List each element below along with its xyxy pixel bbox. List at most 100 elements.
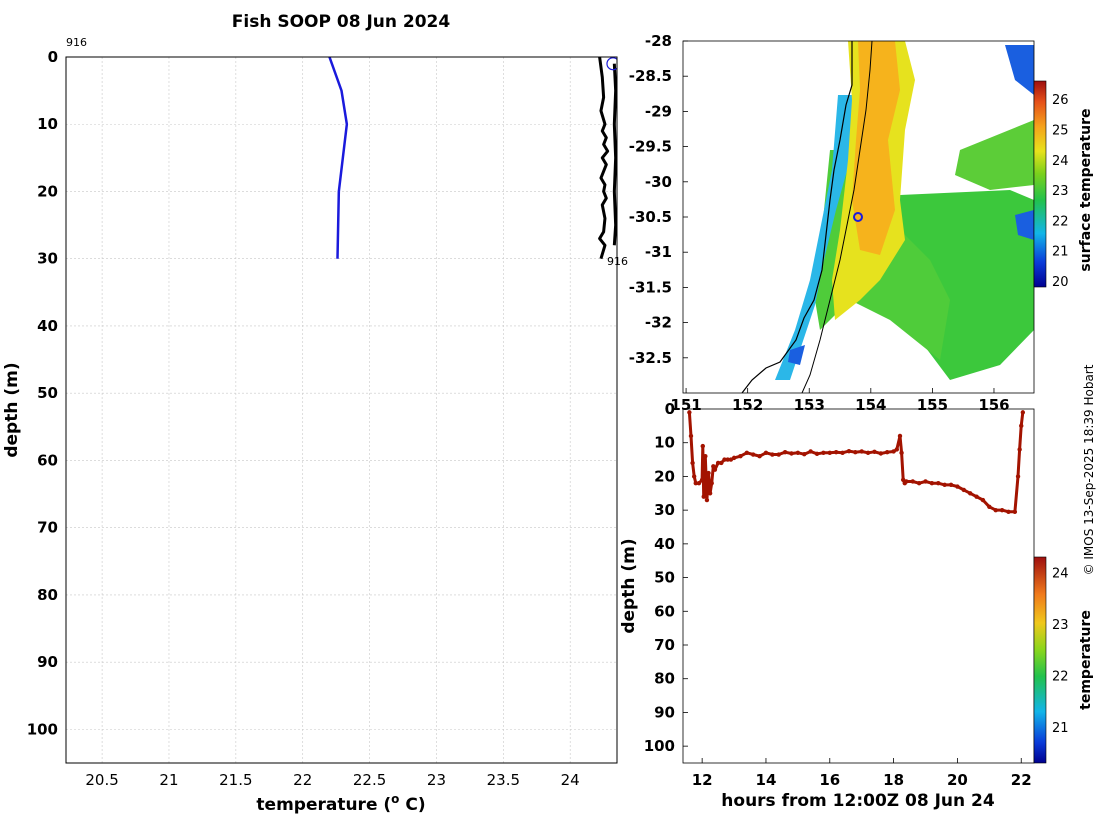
credit-text: © IMOS 13-Sep-2025 18:39 Hobart <box>1082 364 1096 575</box>
depth-sample-point <box>715 460 721 466</box>
depth-sample-point <box>1012 509 1018 515</box>
map-field <box>741 41 1034 393</box>
series-y-axis-label: depth (m) <box>619 538 639 633</box>
series-x-tick-label: 20 <box>947 771 968 789</box>
temperature-colorbar-tick-label: 22 <box>1052 669 1069 684</box>
depth-sample-point <box>691 474 697 479</box>
sst-colorbar-tick-label: 21 <box>1052 245 1069 260</box>
profile-y-tick-label: 90 <box>37 653 58 671</box>
profile-id-top-label: 916 <box>66 36 87 49</box>
depth-sample-point <box>942 482 947 488</box>
temperature-profile-panel: 20.5 21 21.5 22 22.5 23 23.5 24 0 10 20 30 40 50 60 70… <box>2 36 628 815</box>
map-x-tick-label: 154 <box>855 396 886 414</box>
depth-sample-point <box>782 449 788 455</box>
map-x-tick-label: 156 <box>978 396 1009 414</box>
series-x-tick-label: 22 <box>1011 771 1032 789</box>
depth-sample-point <box>936 480 941 486</box>
profile-y-tick-label: 50 <box>37 384 58 402</box>
depth-sample-point <box>703 454 708 459</box>
profile-x-tick-label: 20.5 <box>85 771 118 789</box>
depth-track-line <box>687 412 1025 514</box>
profile-x-tick-label: 22.5 <box>353 771 386 789</box>
depth-sample-point <box>757 454 762 459</box>
depth-sample-point <box>704 497 710 503</box>
map-y-ticks: -28 -28.5 -29 -29.5 -30 -30.5 -31 -31.5 -32 -32.5 <box>629 32 688 367</box>
map-y-tick-label: -32.5 <box>629 349 672 367</box>
profile-x-tick-label: 21.5 <box>219 771 252 789</box>
depth-sample-point <box>700 443 705 449</box>
profile-axes-frame <box>65 56 618 764</box>
depth-sample-point <box>821 450 826 456</box>
profile-x-tick-label: 24 <box>561 771 580 789</box>
temperature-colorbar-tick-label: 23 <box>1052 618 1069 633</box>
depth-sample-point <box>999 507 1005 513</box>
depth-sample-point <box>722 457 727 462</box>
depth-sample-point <box>776 452 781 457</box>
temperature-colorbar <box>1033 556 1047 764</box>
depth-sample-point <box>929 480 935 486</box>
series-x-ticks: 12 14 16 18 20 22 <box>692 758 1032 789</box>
profile-series-group <box>328 57 617 260</box>
series-x-tick-label: 16 <box>819 771 840 789</box>
temperature-colorbar-ticks: 21 22 23 24 <box>1052 566 1069 736</box>
sst-colorbar <box>1033 80 1047 288</box>
coastline <box>741 41 853 393</box>
series-x-axis-label: hours from 12:00Z 08 Jun 24 <box>721 791 995 811</box>
sst-colorbar-tick-label: 24 <box>1052 154 1069 169</box>
profile-y-tick-label: 10 <box>37 115 58 133</box>
surface-temperature-map-panel: 151 152 153 154 155 156 -28 -28.5 -29 -29.5 -30 -3… <box>629 32 1094 414</box>
depth-sample-point <box>885 449 890 455</box>
series-y-tick-label: 0 <box>665 400 675 418</box>
sst-field-green-north <box>955 120 1034 190</box>
temperature-colorbar-tick-label: 21 <box>1052 721 1069 736</box>
depth-sample-point <box>827 450 832 456</box>
series-y-tick-label: 10 <box>654 434 675 452</box>
profile-y-tick-label: 80 <box>37 586 58 604</box>
depth-sample-point <box>696 480 702 486</box>
map-y-tick-label: -31 <box>645 243 672 261</box>
sst-colorbar-label: surface temperature <box>1078 108 1094 271</box>
map-x-tick-label: 155 <box>917 396 948 414</box>
profile-y-tick-label: 60 <box>37 451 58 469</box>
depth-sample-point <box>904 479 909 484</box>
profile-x-tick-label: 23 <box>427 771 446 789</box>
depth-sample-point <box>701 494 706 499</box>
series-y-tick-label: 100 <box>644 737 675 755</box>
map-y-tick-label: -28.5 <box>629 67 672 85</box>
depth-sample-point <box>840 450 845 456</box>
depth-sample-point <box>955 484 960 489</box>
series-y-ticks: 0 10 20 30 40 50 60 70 80 90 100 <box>644 400 688 755</box>
series-y-tick-label: 90 <box>654 703 675 721</box>
temperature-colorbar-tick-label: 24 <box>1052 566 1069 581</box>
depth-sample-point <box>846 448 852 454</box>
depth-sample-point <box>763 450 769 456</box>
depth-sample-point <box>699 477 705 482</box>
map-x-tick-label: 152 <box>732 396 763 414</box>
depth-sample-point <box>961 487 966 493</box>
depth-sample-point <box>693 480 698 486</box>
map-y-tick-label: -32 <box>645 314 672 332</box>
mean-profile-line <box>328 57 349 259</box>
depth-sample-point <box>916 480 922 486</box>
depth-sample-point <box>770 452 775 457</box>
profile-id-bottom-label: 916 <box>607 255 628 268</box>
profile-y-tick-label: 30 <box>37 250 58 268</box>
depth-sample-point <box>789 451 794 456</box>
profile-y-tick-label: 100 <box>27 720 58 738</box>
depth-sample-point <box>1020 410 1026 415</box>
depth-sample-point <box>878 451 884 456</box>
depth-sample-point <box>859 449 864 454</box>
depth-sample-point <box>706 470 711 476</box>
map-x-tick-label: 151 <box>670 396 701 414</box>
depth-sample-point <box>853 449 858 455</box>
depth-sample-point <box>974 494 979 499</box>
individual-profile-line <box>598 57 610 260</box>
map-x-tick-label: 153 <box>794 396 825 414</box>
temperature-colorbar-label: temperature <box>1078 610 1094 710</box>
series-x-tick-label: 18 <box>883 771 904 789</box>
profile-y-ticks: 0 10 20 30 40 50 60 70 80 90 100 <box>27 48 58 738</box>
series-y-tick-label: 30 <box>654 501 675 519</box>
depth-sample-point <box>687 410 692 415</box>
depth-sample-point <box>948 482 954 488</box>
profile-x-axis-label: temperature (o C) <box>256 792 425 815</box>
